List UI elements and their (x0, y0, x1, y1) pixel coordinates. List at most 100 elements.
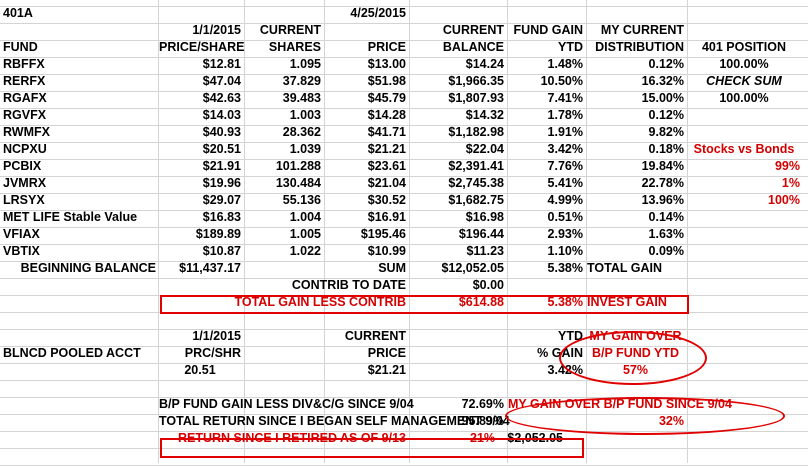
total-gain-label: TOTAL GAIN (587, 261, 662, 275)
gridline-horizontal (0, 108, 808, 109)
stocks-vs-bonds-label: Stocks vs Bonds (693, 142, 795, 156)
sum-label: SUM (378, 261, 406, 275)
bonds-ratio: 1% (781, 176, 800, 190)
gridline-vertical (324, 0, 325, 463)
retired-return-highlight-box (160, 438, 584, 458)
header-current-balance: CURRENT (442, 23, 504, 37)
fund-start-price: $16.83 (202, 210, 241, 224)
ratio-total: 100% (768, 193, 800, 207)
fund-current-price: $195.46 (360, 227, 406, 241)
fund-shares: 37.829 (282, 74, 321, 88)
fund-current-price: $21.21 (367, 142, 406, 156)
fund-gain-ytd: 1.78% (547, 108, 583, 122)
fund-balance: $22.04 (465, 142, 504, 156)
fund-gain-ytd: 1.91% (547, 125, 583, 139)
fund-current-price: $41.71 (367, 125, 406, 139)
fund-start-price: $14.03 (202, 108, 241, 122)
stocks-ratio: 99% (774, 159, 800, 173)
gridline-vertical (244, 0, 245, 463)
fund-balance: $1,966.35 (448, 74, 504, 88)
fund-balance: $2,391.41 (448, 159, 504, 173)
beginning-balance-label: BEGINNING BALANCE (20, 261, 156, 275)
fund-current-price: $10.99 (367, 244, 406, 258)
gridline-horizontal (0, 176, 808, 177)
fund-name: NCPXU (3, 142, 47, 156)
gridline-horizontal (0, 227, 808, 228)
invest-gain-label: INVEST GAIN (587, 295, 667, 309)
fund-start-price: $47.04 (202, 74, 241, 88)
fund-start-price: $21.91 (202, 159, 241, 173)
fund-current-price: $14.28 (367, 108, 406, 122)
pooled-start-date: 1/1/2015 (192, 329, 241, 343)
fund-gain-ytd: 1.10% (547, 244, 583, 258)
total-return-value: 95.89% (461, 414, 504, 428)
fund-current-price: $51.98 (367, 74, 406, 88)
sum-percent: 5.38% (547, 261, 583, 275)
header-start-date: 1/1/2015 (192, 23, 241, 37)
sheet-name: 401A (3, 6, 33, 20)
fund-start-price: $10.87 (202, 244, 241, 258)
fund-gain-ytd: 5.41% (547, 176, 583, 190)
fund-distribution: 16.32% (641, 74, 684, 88)
fund-distribution: 13.96% (641, 193, 684, 207)
pooled-price-share-label: PRC/SHR (184, 346, 241, 360)
fund-balance: $196.44 (458, 227, 504, 241)
gridline-vertical (586, 0, 587, 463)
gridline-horizontal (0, 278, 808, 279)
fund-gain-ytd: 7.76% (547, 159, 583, 173)
fund-balance: $11.23 (466, 244, 504, 258)
fund-distribution: 0.12% (648, 108, 684, 122)
gridline-horizontal (0, 142, 808, 143)
fund-current-price: $21.04 (367, 176, 406, 190)
total-return-label: TOTAL RETURN SINCE I BEGAN SELF MANAGEME… (159, 414, 510, 428)
fund-name: MET LIFE Stable Value (3, 210, 138, 224)
fund-shares: 1.095 (289, 57, 321, 71)
fund-gain-ytd: 10.50% (540, 74, 583, 88)
gridline-horizontal (0, 431, 808, 432)
gridline-vertical (409, 0, 410, 463)
fund-current-price: $23.61 (367, 159, 406, 173)
gridline-horizontal (0, 363, 808, 364)
gridline-horizontal (0, 159, 808, 160)
fund-gain-ytd: 7.41% (547, 91, 583, 105)
fund-gain-ytd: 3.42% (547, 142, 583, 156)
beginning-balance-value: $11,437.17 (179, 261, 241, 275)
fund-gain-ytd: 0.51% (547, 210, 583, 224)
gridline-horizontal (0, 210, 808, 211)
pooled-start-value: 20.51 (184, 363, 216, 377)
ytd-gain-circle (559, 331, 707, 385)
header-401-position: 401 POSITION (701, 40, 787, 54)
fund-name: RGVFX (3, 108, 47, 122)
header-my-current: MY CURRENT (600, 23, 684, 37)
fund-distribution: 22.78% (641, 176, 684, 190)
header-balance: BALANCE (442, 40, 504, 54)
pooled-price-label: PRICE (367, 346, 406, 360)
gridline-horizontal (0, 23, 808, 24)
fund-start-price: $12.81 (202, 57, 241, 71)
gridline-horizontal (0, 125, 808, 126)
fund-name: JVMRX (3, 176, 47, 190)
gridline-horizontal (0, 6, 808, 7)
fund-balance: $14.32 (465, 108, 504, 122)
fund-distribution: 9.82% (648, 125, 684, 139)
check-sum-label: CHECK SUM (706, 74, 782, 88)
pooled-current-value: $21.21 (367, 363, 406, 377)
gridline-vertical (687, 0, 688, 463)
fund-current-price: $13.00 (367, 57, 406, 71)
fund-gain-ytd: 2.93% (547, 227, 583, 241)
check-sum-value: 100.00% (719, 91, 769, 105)
fund-gain-ytd: 4.99% (547, 193, 583, 207)
gridline-vertical (158, 0, 159, 463)
fund-name: PCBIX (3, 159, 42, 173)
fund-distribution: 15.00% (641, 91, 684, 105)
header-fund: FUND (3, 40, 38, 54)
fund-name: RWMFX (3, 125, 50, 139)
gridline-horizontal (0, 261, 808, 262)
fund-name: LRSYX (3, 193, 45, 207)
fund-shares: 1.004 (289, 210, 321, 224)
since-9-04-gain-circle (505, 397, 785, 435)
fund-start-price: $20.51 (202, 142, 241, 156)
fund-shares: 1.022 (289, 244, 321, 258)
gridline-horizontal (0, 91, 808, 92)
